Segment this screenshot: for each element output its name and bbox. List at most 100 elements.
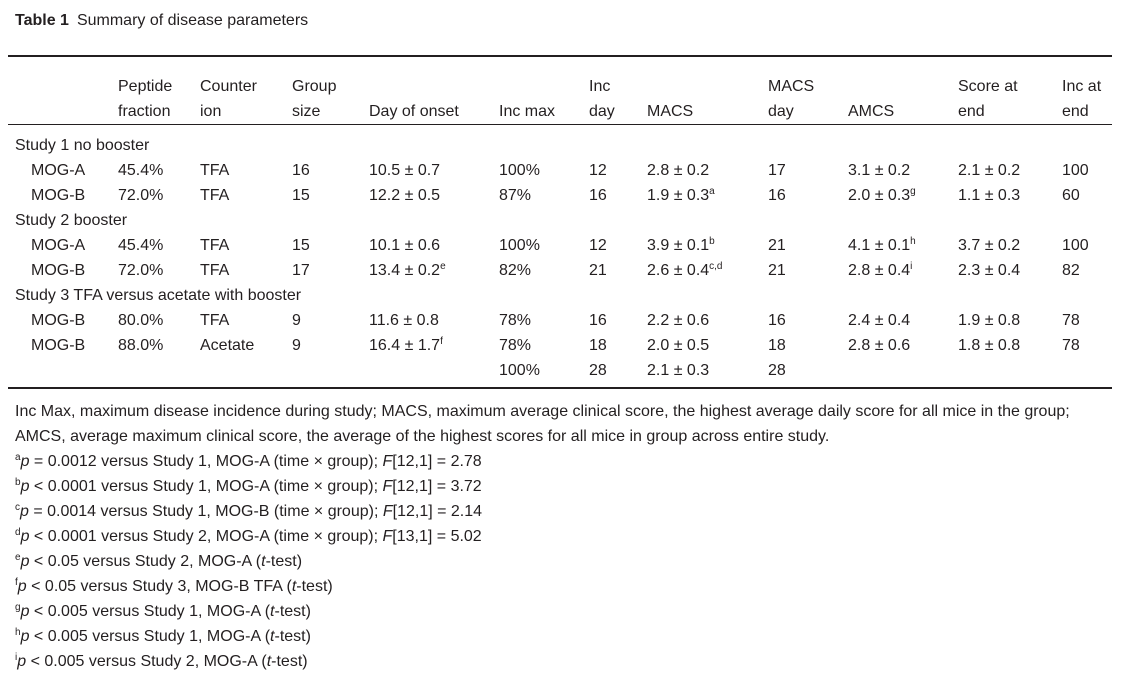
cell-value: TFA bbox=[200, 261, 230, 279]
cell-value: MOG-A bbox=[31, 161, 86, 179]
cell-value: TFA bbox=[200, 311, 230, 329]
header-rule bbox=[8, 124, 1112, 125]
table-row: MOG-B 72.0% TFA 17 13.4 ± 0.2e 82% 21 2.6 ± 0.4… bbox=[8, 258, 1112, 283]
table-cell: 1.9 ± 0.8 bbox=[958, 308, 1062, 333]
cell-value: 15 bbox=[292, 186, 310, 204]
table-cell: 16 bbox=[589, 308, 647, 333]
table-cell: 1.9 ± 0.3a bbox=[647, 183, 768, 208]
p-symbol: p bbox=[17, 653, 27, 670]
footnote-mark: h bbox=[15, 627, 21, 638]
top-rule bbox=[8, 55, 1112, 57]
table-caption: Table 1 Summary of disease parameters bbox=[15, 12, 308, 30]
table-cell: 13.4 ± 0.2e bbox=[369, 258, 499, 283]
table-cell: 82% bbox=[499, 258, 589, 283]
table-cell: 10.1 ± 0.6 bbox=[369, 233, 499, 258]
table-cell: 100% bbox=[499, 158, 589, 183]
table-cell bbox=[958, 358, 1062, 383]
table-cell: TFA bbox=[200, 233, 292, 258]
cell-value: 4.1 ± 0.1 bbox=[848, 236, 911, 254]
cell-value: 16 bbox=[768, 311, 786, 329]
cell-value: TFA bbox=[200, 161, 230, 179]
table-cell: 18 bbox=[768, 333, 848, 358]
table-cell: 9 bbox=[292, 333, 369, 358]
cell-value: 78% bbox=[499, 336, 532, 354]
p-symbol: p bbox=[20, 503, 29, 520]
cell-value: 1.9 ± 0.8 bbox=[958, 311, 1021, 329]
table-cell: 100% bbox=[499, 358, 589, 383]
footnote-text: versus Study 1, MOG-A ( bbox=[87, 628, 271, 645]
table-cell: 78% bbox=[499, 308, 589, 333]
table-cell: 18 bbox=[589, 333, 647, 358]
table-cell: 82 bbox=[1062, 258, 1112, 283]
footnote-marker: h bbox=[910, 235, 916, 247]
section-row: Study 1 no booster bbox=[8, 133, 1112, 158]
table-row: 100% 28 2.1 ± 0.3 28 bbox=[8, 358, 1112, 383]
column-header-line bbox=[848, 74, 958, 99]
cell-value: 21 bbox=[768, 236, 786, 254]
cell-value: TFA bbox=[200, 186, 230, 204]
table-row: MOG-B 72.0% TFA 15 12.2 ± 0.5 87% 16 1.9 ± 0.3a… bbox=[8, 183, 1112, 208]
cell-value: 18 bbox=[768, 336, 786, 354]
table-row: MOG-A 45.4% TFA 16 10.5 ± 0.7 100% 12 2.8 ± 0.2… bbox=[8, 158, 1112, 183]
cell-value: 2.1 ± 0.2 bbox=[958, 161, 1021, 179]
table-cell: 21 bbox=[768, 258, 848, 283]
t-symbol: t bbox=[266, 653, 272, 670]
cell-value: 2.1 ± 0.3 bbox=[647, 361, 710, 379]
f-symbol: F bbox=[382, 453, 393, 470]
f-value: [12,1] = 2.14 bbox=[392, 503, 483, 520]
table-cell: 2.8 ± 0.4i bbox=[848, 258, 958, 283]
footnote: hp < 0.005 versus Study 1, MOG-A (t-test… bbox=[15, 624, 1120, 649]
p-value: 0.0001 bbox=[47, 478, 97, 495]
p-symbol: p bbox=[17, 578, 27, 595]
table-cell: MOG-A bbox=[8, 233, 113, 258]
cell-value: 15 bbox=[292, 236, 310, 254]
p-value: 0.005 bbox=[47, 628, 88, 645]
cell-value: Acetate bbox=[200, 336, 255, 354]
cell-value: 72.0% bbox=[118, 261, 164, 279]
table-cell bbox=[200, 358, 292, 383]
cell-value: 2.8 ± 0.6 bbox=[848, 336, 911, 354]
cell-value: MOG-A bbox=[31, 236, 86, 254]
disease-parameters-table: Peptide fraction Counter ion Group size Day of… bbox=[8, 56, 1112, 383]
cell-value: 2.0 ± 0.3 bbox=[848, 186, 911, 204]
table-cell: 12 bbox=[589, 158, 647, 183]
column-header-line: Counter bbox=[200, 78, 257, 95]
cell-value: 17 bbox=[768, 161, 786, 179]
column-header-line: end bbox=[1062, 103, 1089, 120]
test-name: -test) bbox=[265, 553, 303, 570]
column-header-line bbox=[369, 74, 499, 99]
table-cell: 88.0% bbox=[113, 333, 200, 358]
cell-value: 18 bbox=[589, 336, 607, 354]
table-title: Summary of disease parameters bbox=[76, 12, 309, 29]
t-symbol: t bbox=[270, 628, 275, 645]
cell-value: 16.4 ± 1.7 bbox=[369, 336, 441, 354]
table-row: MOG-B 80.0% TFA 9 11.6 ± 0.8 78% 16 2.2 ± 0.6 16… bbox=[8, 308, 1112, 333]
table-cell: 15 bbox=[292, 233, 369, 258]
table-cell: 72.0% bbox=[113, 258, 200, 283]
footnote-text: versus Study 2, MOG-A ( bbox=[84, 653, 267, 670]
column-header-0 bbox=[8, 56, 113, 133]
column-header-1: Peptide fraction bbox=[113, 56, 200, 133]
footnote-text: versus Study 1, MOG-A (time × group); bbox=[96, 478, 383, 495]
footnote-marker: b bbox=[709, 235, 715, 247]
t-symbol: t bbox=[291, 578, 297, 595]
cell-value: 3.7 ± 0.2 bbox=[958, 236, 1021, 254]
column-header-line: day bbox=[768, 103, 794, 120]
cell-value: 2.8 ± 0.4 bbox=[848, 261, 911, 279]
cell-value: 100% bbox=[499, 161, 540, 179]
section-title: Study 3 TFA versus acetate with booster bbox=[15, 286, 302, 304]
p-symbol: p bbox=[20, 628, 30, 645]
table-cell: 80.0% bbox=[113, 308, 200, 333]
header-row: Peptide fraction Counter ion Group size Day of… bbox=[8, 56, 1112, 133]
cell-value: 1.8 ± 0.8 bbox=[958, 336, 1021, 354]
section-row: Study 3 TFA versus acetate with booster bbox=[8, 283, 1112, 308]
f-value: [12,1] = 2.78 bbox=[392, 453, 482, 470]
column-header-line bbox=[499, 74, 589, 99]
cell-value: 21 bbox=[589, 261, 607, 279]
table-cell: 2.6 ± 0.4c,d bbox=[647, 258, 768, 283]
footnote-text: versus Study 1, MOG-A ( bbox=[87, 603, 271, 620]
footnote: ip < 0.005 versus Study 2, MOG-A (t-test… bbox=[15, 649, 1120, 674]
cell-value: 17 bbox=[292, 261, 310, 279]
column-header-8: MACS day bbox=[768, 56, 848, 133]
column-header-9: AMCS bbox=[848, 56, 958, 133]
